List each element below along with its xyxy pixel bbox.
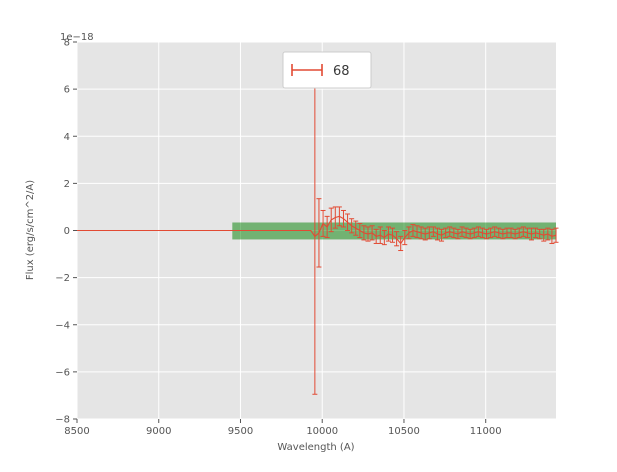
y-tick-label: −2 — [55, 273, 70, 284]
legend-errorbar-icon — [291, 64, 323, 76]
y-tick-label: 2 — [64, 179, 70, 190]
legend-label: 68 — [333, 64, 350, 79]
flux-line — [77, 215, 557, 245]
x-tick-label: 9500 — [228, 426, 253, 437]
x-axis-label: Wavelength (A) — [277, 442, 354, 453]
y-axis-label: Flux (erg/s/cm^2/A) — [25, 180, 36, 280]
legend: 68 — [282, 51, 372, 89]
errorbar-series — [77, 78, 559, 395]
confidence-band — [232, 222, 556, 240]
y-tick-label: −8 — [55, 415, 70, 426]
x-tick-label: 8500 — [64, 426, 89, 437]
legend-box — [282, 51, 372, 89]
y-axis-offset-text: 1e−18 — [60, 32, 94, 43]
x-tick-label: 11000 — [470, 426, 502, 437]
y-tick-label: −6 — [55, 367, 70, 378]
x-tick-label: 10000 — [306, 426, 338, 437]
x-tick-label: 10500 — [388, 426, 420, 437]
y-tick-label: 6 — [64, 85, 70, 96]
y-tick-label: 0 — [64, 226, 70, 237]
x-tick-label: 9000 — [146, 426, 171, 437]
y-tick-label: 8 — [64, 38, 70, 49]
y-tick-label: 4 — [64, 132, 70, 143]
axis-ticks — [73, 41, 487, 423]
y-tick-label: −4 — [55, 320, 70, 331]
confidence-band-layer — [232, 222, 556, 240]
